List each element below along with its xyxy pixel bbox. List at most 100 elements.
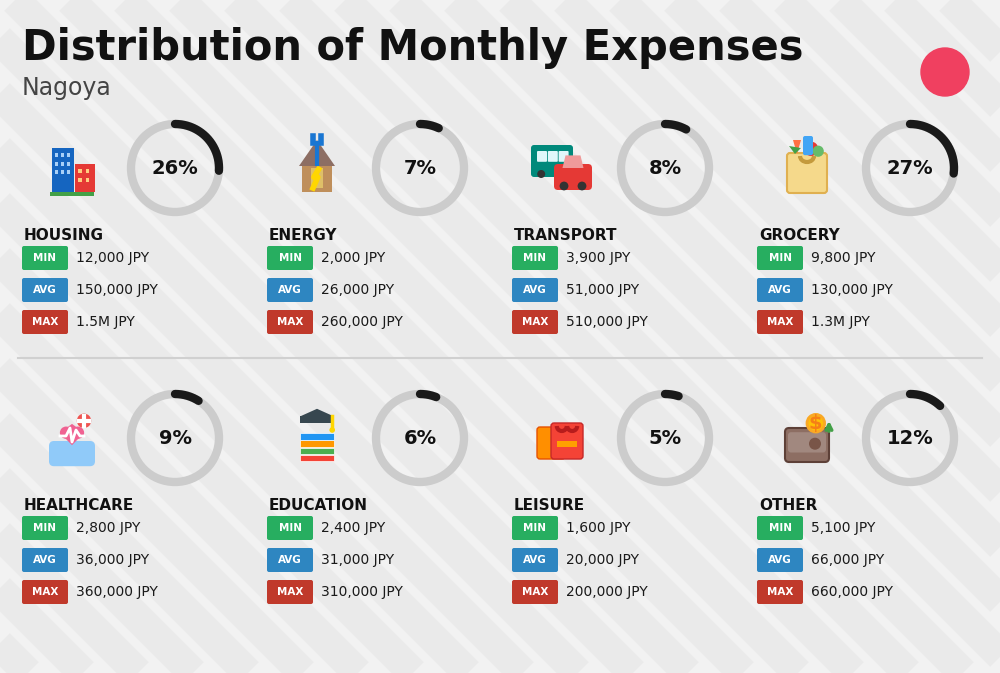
FancyBboxPatch shape xyxy=(75,164,95,192)
Text: OTHER: OTHER xyxy=(759,498,817,513)
FancyBboxPatch shape xyxy=(557,441,577,447)
Circle shape xyxy=(807,415,825,432)
Circle shape xyxy=(578,182,586,190)
FancyBboxPatch shape xyxy=(803,136,813,155)
Text: AVG: AVG xyxy=(278,555,302,565)
Text: 12%: 12% xyxy=(887,429,933,448)
FancyBboxPatch shape xyxy=(78,169,82,173)
FancyBboxPatch shape xyxy=(302,166,332,192)
Text: GROCERY: GROCERY xyxy=(759,228,840,243)
FancyBboxPatch shape xyxy=(267,548,313,572)
Text: 310,000 JPY: 310,000 JPY xyxy=(321,585,403,599)
FancyBboxPatch shape xyxy=(86,169,89,173)
Text: 5%: 5% xyxy=(648,429,682,448)
FancyBboxPatch shape xyxy=(512,580,558,604)
Circle shape xyxy=(329,427,335,433)
Text: AVG: AVG xyxy=(523,555,547,565)
FancyBboxPatch shape xyxy=(61,170,64,174)
Text: MIN: MIN xyxy=(278,253,302,263)
Text: MIN: MIN xyxy=(768,253,792,263)
FancyBboxPatch shape xyxy=(512,278,558,302)
FancyBboxPatch shape xyxy=(267,278,313,302)
Text: MIN: MIN xyxy=(768,523,792,533)
FancyBboxPatch shape xyxy=(512,310,558,334)
FancyBboxPatch shape xyxy=(267,310,313,334)
Text: 1.3M JPY: 1.3M JPY xyxy=(811,315,870,329)
FancyBboxPatch shape xyxy=(86,178,89,182)
Circle shape xyxy=(921,48,969,96)
Text: MIN: MIN xyxy=(524,523,546,533)
Polygon shape xyxy=(60,424,84,446)
Text: 2,800 JPY: 2,800 JPY xyxy=(76,521,140,535)
Text: 27%: 27% xyxy=(887,159,933,178)
Text: 36,000 JPY: 36,000 JPY xyxy=(76,553,149,567)
Text: 3,900 JPY: 3,900 JPY xyxy=(566,251,630,265)
FancyBboxPatch shape xyxy=(537,151,547,162)
Text: HEALTHCARE: HEALTHCARE xyxy=(24,498,134,513)
Text: AVG: AVG xyxy=(523,285,547,295)
Text: 1,600 JPY: 1,600 JPY xyxy=(566,521,631,535)
FancyBboxPatch shape xyxy=(22,278,68,302)
Text: HOUSING: HOUSING xyxy=(24,228,104,243)
FancyBboxPatch shape xyxy=(554,164,592,190)
Text: 9,800 JPY: 9,800 JPY xyxy=(811,251,876,265)
Circle shape xyxy=(804,141,818,156)
FancyBboxPatch shape xyxy=(311,168,323,188)
FancyBboxPatch shape xyxy=(61,162,64,166)
Text: TRANSPORT: TRANSPORT xyxy=(514,228,618,243)
FancyBboxPatch shape xyxy=(757,516,803,540)
Text: 20,000 JPY: 20,000 JPY xyxy=(566,553,639,567)
FancyBboxPatch shape xyxy=(67,170,70,174)
Circle shape xyxy=(72,427,84,439)
Text: MAX: MAX xyxy=(767,587,793,597)
Text: 7%: 7% xyxy=(404,159,436,178)
Text: $: $ xyxy=(809,414,823,433)
Text: 130,000 JPY: 130,000 JPY xyxy=(811,283,893,297)
FancyBboxPatch shape xyxy=(78,178,82,182)
FancyBboxPatch shape xyxy=(22,246,68,270)
Text: MIN: MIN xyxy=(34,523,56,533)
FancyBboxPatch shape xyxy=(267,516,313,540)
FancyBboxPatch shape xyxy=(551,423,583,459)
FancyBboxPatch shape xyxy=(531,145,573,177)
Polygon shape xyxy=(793,140,801,154)
Circle shape xyxy=(77,414,91,428)
Text: LEISURE: LEISURE xyxy=(514,498,585,513)
FancyBboxPatch shape xyxy=(757,580,803,604)
FancyBboxPatch shape xyxy=(22,580,68,604)
Text: MAX: MAX xyxy=(522,587,548,597)
FancyBboxPatch shape xyxy=(267,580,313,604)
Polygon shape xyxy=(789,146,801,154)
Text: 200,000 JPY: 200,000 JPY xyxy=(566,585,648,599)
Text: 12,000 JPY: 12,000 JPY xyxy=(76,251,149,265)
FancyBboxPatch shape xyxy=(785,428,829,462)
FancyBboxPatch shape xyxy=(548,151,558,162)
FancyBboxPatch shape xyxy=(300,448,334,454)
FancyBboxPatch shape xyxy=(757,278,803,302)
Text: 66,000 JPY: 66,000 JPY xyxy=(811,553,884,567)
FancyBboxPatch shape xyxy=(537,427,565,459)
Text: 510,000 JPY: 510,000 JPY xyxy=(566,315,648,329)
Text: 5,100 JPY: 5,100 JPY xyxy=(811,521,875,535)
Circle shape xyxy=(559,170,567,178)
Text: MAX: MAX xyxy=(277,317,303,327)
Text: 660,000 JPY: 660,000 JPY xyxy=(811,585,893,599)
Text: 51,000 JPY: 51,000 JPY xyxy=(566,283,639,297)
FancyBboxPatch shape xyxy=(757,246,803,270)
FancyBboxPatch shape xyxy=(300,455,334,461)
FancyBboxPatch shape xyxy=(300,440,334,447)
Text: MIN: MIN xyxy=(34,253,56,263)
Text: Nagoya: Nagoya xyxy=(22,76,112,100)
Circle shape xyxy=(813,145,824,157)
FancyBboxPatch shape xyxy=(757,310,803,334)
FancyBboxPatch shape xyxy=(55,170,58,174)
Polygon shape xyxy=(301,409,333,418)
Text: EDUCATION: EDUCATION xyxy=(269,498,368,513)
FancyBboxPatch shape xyxy=(61,153,64,157)
FancyBboxPatch shape xyxy=(512,548,558,572)
Text: MIN: MIN xyxy=(524,253,546,263)
FancyBboxPatch shape xyxy=(22,310,68,334)
FancyBboxPatch shape xyxy=(300,416,334,423)
FancyBboxPatch shape xyxy=(55,153,58,157)
Text: ENERGY: ENERGY xyxy=(269,228,338,243)
